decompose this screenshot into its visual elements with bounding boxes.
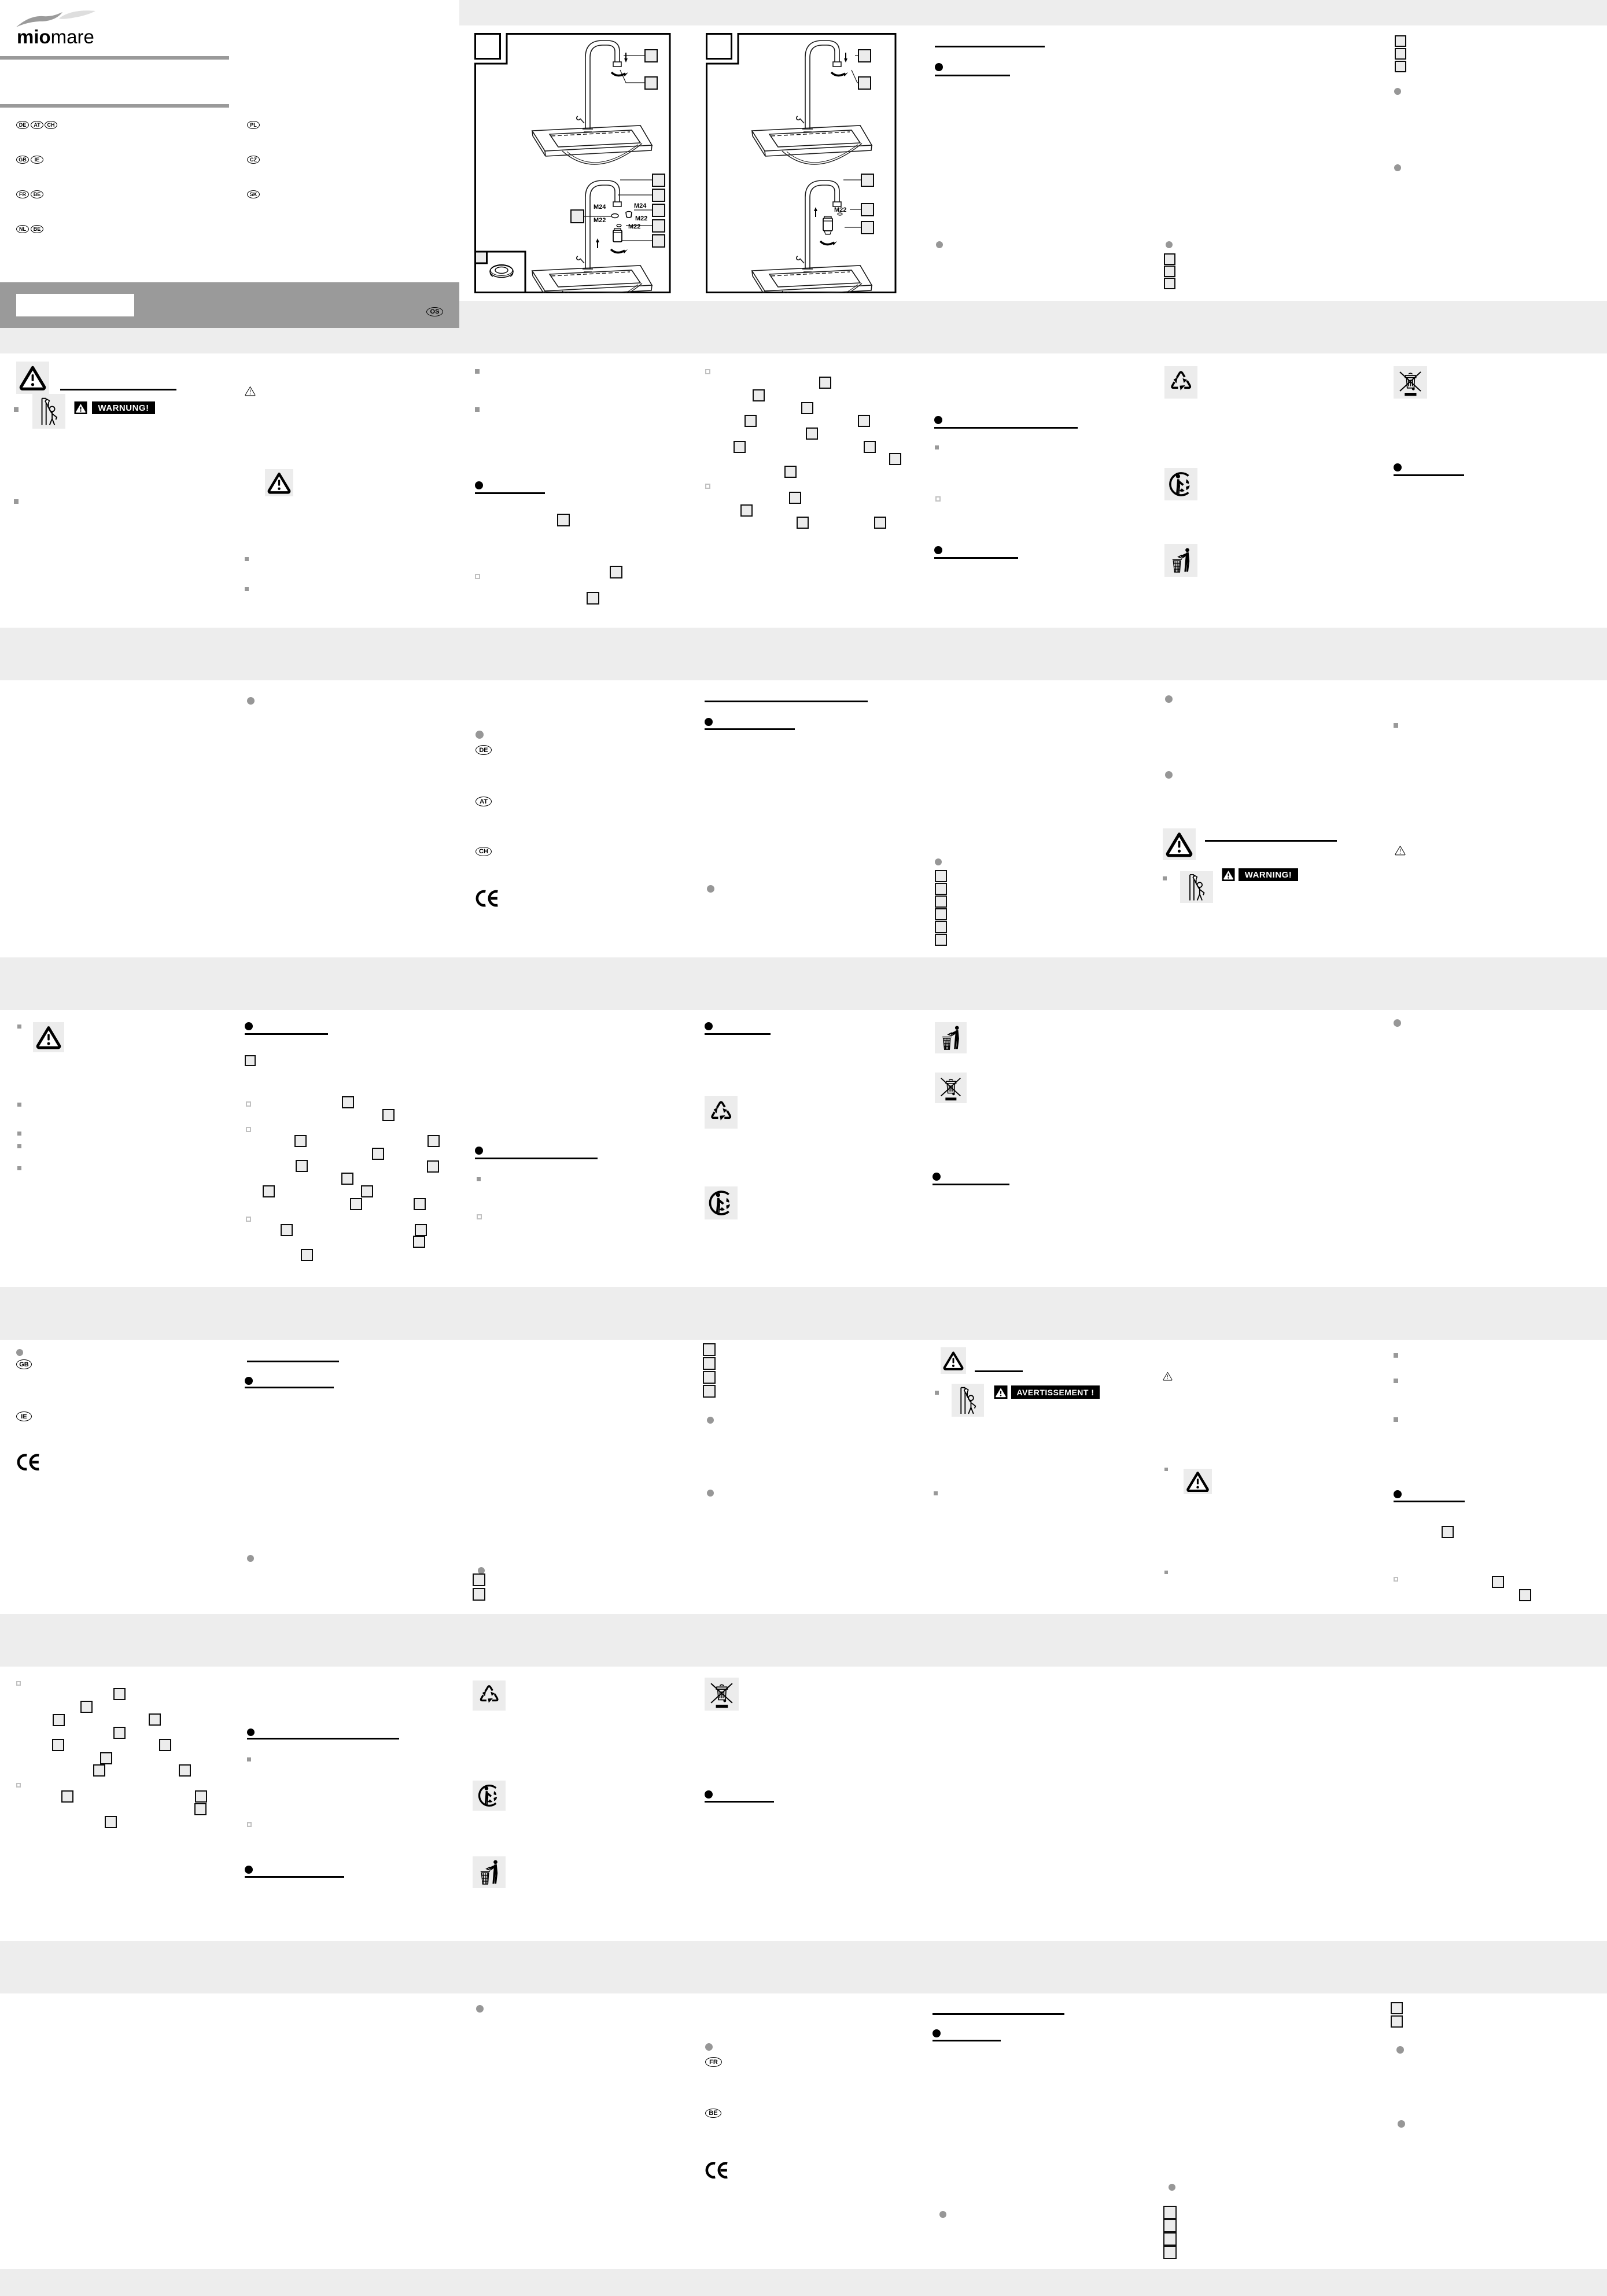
svg-text:M24: M24 bbox=[634, 202, 647, 209]
svg-text:M22: M22 bbox=[834, 207, 846, 213]
svg-text:M22: M22 bbox=[594, 217, 606, 224]
svg-text:M22: M22 bbox=[635, 215, 647, 222]
svg-text:M22: M22 bbox=[628, 223, 640, 230]
svg-text:M24: M24 bbox=[594, 204, 606, 211]
